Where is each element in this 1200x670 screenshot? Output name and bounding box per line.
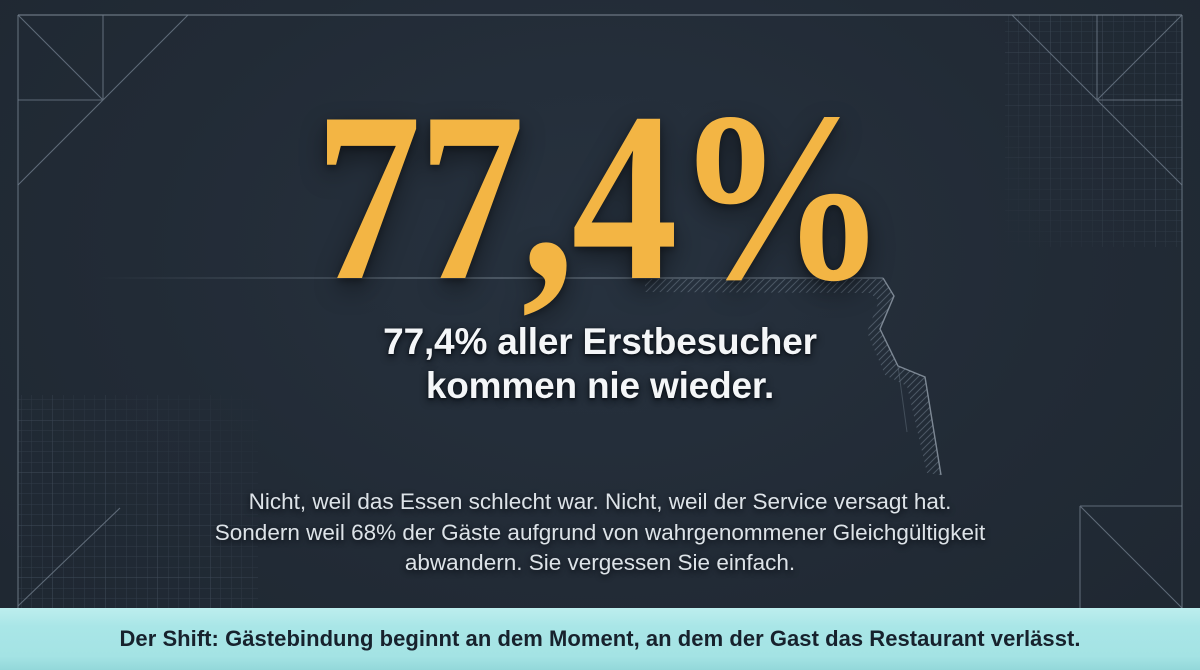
- headline: 77,4% aller Erstbesucher kommen nie wied…: [0, 320, 1200, 408]
- headline-line-1: 77,4% aller Erstbesucher: [383, 321, 817, 362]
- body-line-1: Nicht, weil das Essen schlecht war. Nich…: [248, 489, 952, 514]
- headline-line-2: kommen nie wieder.: [425, 365, 775, 406]
- body-paragraph: Nicht, weil das Essen schlecht war. Nich…: [0, 487, 1200, 579]
- body-line-3: abwandern. Sie vergessen Sie einfach.: [404, 550, 796, 575]
- stat-number-value: 77,4%: [315, 63, 888, 331]
- body-line-2: Sondern weil 68% der Gäste aufgrund von …: [214, 519, 986, 545]
- footer-text: Der Shift: Gästebindung beginnt an dem M…: [119, 626, 1081, 651]
- footer-banner: Der Shift: Gästebindung beginnt an dem M…: [0, 608, 1200, 670]
- stat-number: 77,4%: [0, 76, 1200, 318]
